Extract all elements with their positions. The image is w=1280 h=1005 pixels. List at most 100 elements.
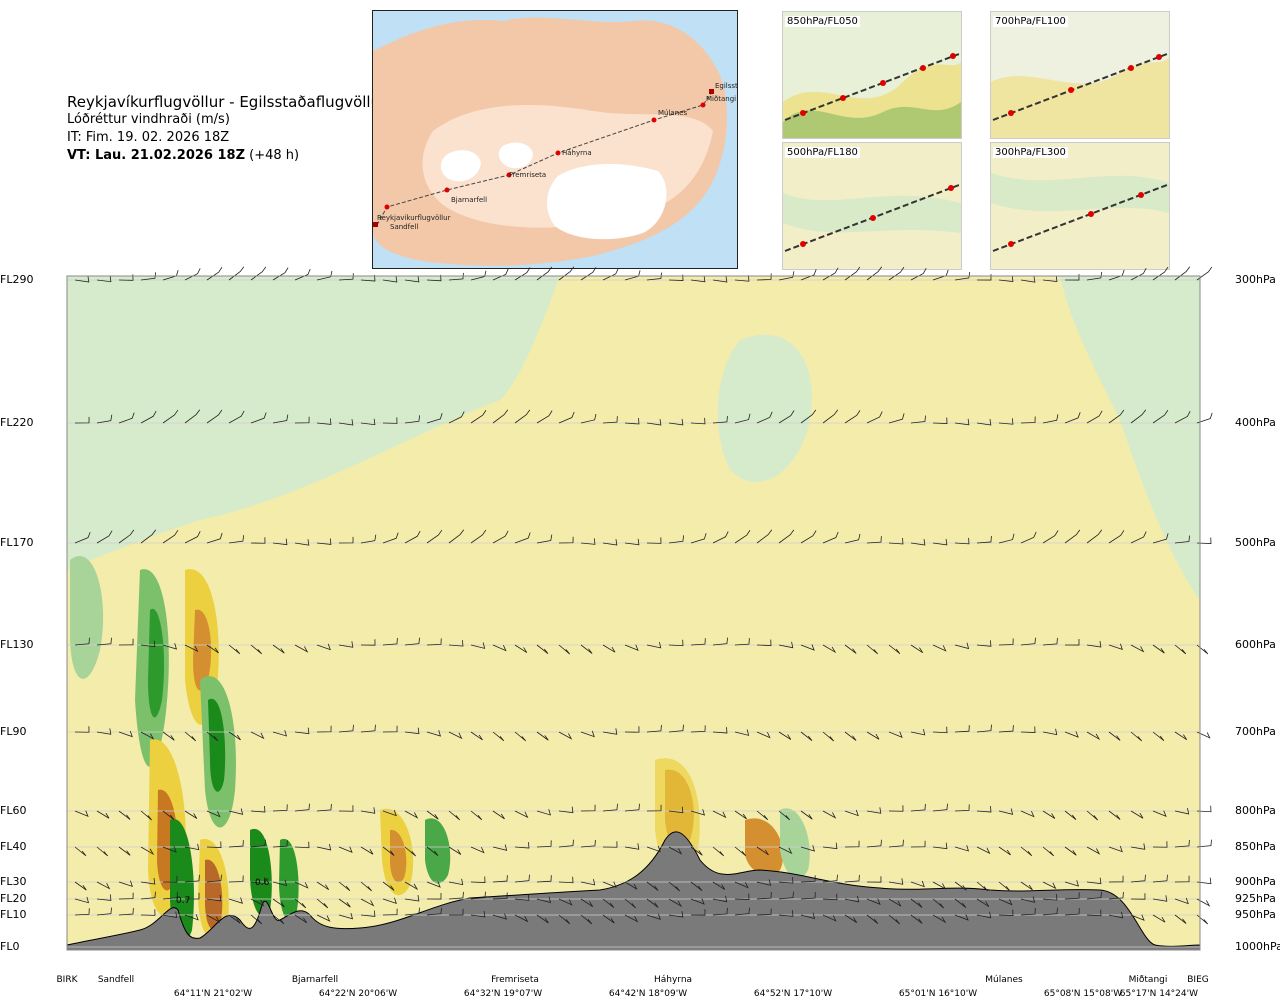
wind-barb — [580, 898, 594, 907]
wind-barb — [668, 535, 685, 544]
wind-barb — [294, 268, 311, 281]
wind-barb — [1130, 874, 1146, 883]
wind-barb — [96, 846, 109, 857]
wind-barb — [1130, 644, 1145, 653]
wind-barb — [1064, 639, 1080, 646]
route-point-bjarnarfell — [444, 187, 450, 193]
wind-barb — [1196, 877, 1212, 885]
wind-barb — [536, 410, 553, 424]
wind-barb — [558, 876, 574, 884]
wind-barb — [426, 893, 442, 900]
wind-barb — [426, 274, 442, 282]
wind-barb — [668, 639, 684, 647]
green-column-1 — [70, 556, 104, 679]
map-label-mulanes: Múlanes — [658, 109, 687, 117]
wind-barb — [1042, 728, 1058, 736]
wind-barb — [712, 895, 728, 903]
wind-barb — [998, 808, 1014, 815]
wind-barb — [712, 276, 728, 283]
wind-barb — [426, 730, 442, 737]
wind-barb — [228, 897, 243, 904]
wind-barb — [888, 266, 905, 281]
wind-barb — [470, 810, 483, 821]
wind-barb — [470, 731, 483, 741]
wind-barb — [778, 846, 793, 855]
wind-barb — [668, 881, 681, 892]
wind-barb — [932, 914, 947, 924]
wind-barb — [690, 909, 706, 916]
wind-barb — [74, 531, 91, 544]
wind-barb — [184, 409, 201, 424]
wind-barb — [1020, 908, 1036, 916]
wind-barb — [932, 417, 948, 424]
map-label-bjarnarfell: Bjarnarfell — [451, 196, 487, 204]
left-axis-label-9: FL10 — [0, 908, 27, 921]
wind-barb — [646, 724, 662, 733]
right-axis-label-0: 300hPa — [1235, 273, 1276, 286]
wind-barb — [646, 845, 661, 853]
thumb-500hpa[interactable]: 500hPa/FL180 — [782, 142, 962, 270]
wind-barb — [1174, 731, 1188, 741]
wind-barb — [800, 912, 816, 920]
wind-barb — [1020, 416, 1036, 424]
wind-barb — [580, 413, 597, 424]
wind-barb — [690, 638, 706, 646]
wind-barb — [668, 806, 684, 814]
place-label-3: Fremriseta — [491, 975, 539, 985]
wind-barb — [954, 418, 970, 426]
wind-barb — [1020, 846, 1033, 857]
wind-barb — [800, 644, 815, 651]
wind-barb — [470, 891, 486, 900]
right-axis-label-7: 900hPa — [1235, 875, 1276, 888]
wind-barb — [404, 530, 421, 544]
wind-barb — [426, 907, 442, 916]
wind-barb — [514, 731, 527, 742]
wind-barb — [250, 914, 263, 925]
wind-barb — [888, 839, 904, 848]
wind-barb — [602, 416, 618, 424]
wind-barb — [1042, 275, 1058, 283]
wind-barb — [162, 891, 178, 900]
wind-barb — [932, 726, 948, 734]
wind-barb — [624, 726, 640, 733]
wind-barb — [712, 810, 727, 819]
thumb-300hpa[interactable]: 300hPa/FL300 — [990, 142, 1170, 270]
wind-barb — [998, 881, 1011, 892]
wind-barb — [1152, 874, 1168, 883]
wind-barb — [1174, 644, 1187, 655]
wind-barb — [316, 803, 332, 812]
wind-barb — [580, 267, 597, 281]
thumb-700hpa[interactable]: 700hPa/FL100 — [990, 11, 1170, 139]
wind-barb — [492, 268, 509, 281]
green-low-3 — [279, 838, 299, 921]
wind-barb — [1064, 412, 1081, 424]
wind-barb — [382, 725, 398, 733]
wind-barb — [910, 898, 923, 908]
green-low-east — [780, 808, 810, 879]
place-label-1: Sandfell — [97, 975, 135, 985]
wind-barb — [1086, 810, 1099, 821]
wind-barb — [800, 731, 813, 741]
wind-barb — [118, 846, 131, 856]
wind-barb — [866, 644, 879, 655]
wind-barb — [822, 731, 835, 742]
wind-barb — [184, 531, 201, 544]
wind-barb — [1130, 267, 1147, 281]
wind-barb — [250, 898, 265, 907]
wind-barb — [910, 840, 926, 848]
wind-barb — [272, 414, 289, 424]
wind-barb — [294, 881, 309, 889]
wind-barb — [932, 644, 947, 652]
wind-barb — [602, 268, 619, 281]
wind-barb — [712, 531, 729, 544]
map-label-midtangi: Miðtangi — [706, 95, 736, 103]
wind-barb — [712, 907, 728, 916]
wind-barb — [602, 539, 618, 546]
wind-barb — [426, 413, 443, 424]
wind-barb — [734, 907, 750, 916]
wind-barb — [250, 839, 266, 848]
wind-barb — [228, 840, 244, 848]
wind-barb — [558, 266, 575, 281]
thumb-850hpa[interactable]: 850hPa/FL050 — [782, 11, 962, 139]
coord-label-3: 64°42'N 18°09'W — [608, 989, 688, 999]
